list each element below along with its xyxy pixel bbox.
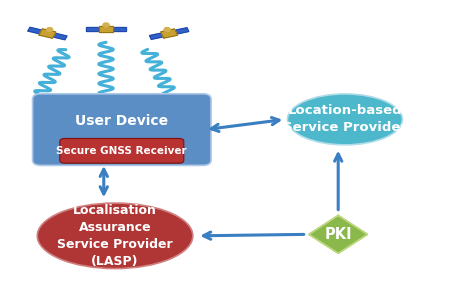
- Polygon shape: [160, 29, 177, 38]
- Polygon shape: [113, 27, 125, 31]
- Text: Location-based
Service Provider: Location-based Service Provider: [282, 104, 406, 135]
- Polygon shape: [28, 27, 41, 34]
- Circle shape: [103, 23, 109, 27]
- Text: PKI: PKI: [324, 227, 351, 242]
- Text: Secure GNSS Receiver: Secure GNSS Receiver: [56, 146, 187, 156]
- Polygon shape: [86, 27, 98, 31]
- Text: Localisation
Assurance
Service Provider
(LASP): Localisation Assurance Service Provider …: [57, 204, 173, 268]
- Circle shape: [46, 28, 53, 31]
- Ellipse shape: [37, 203, 192, 268]
- Polygon shape: [39, 29, 56, 38]
- Polygon shape: [149, 33, 162, 40]
- Circle shape: [164, 28, 170, 31]
- FancyBboxPatch shape: [33, 94, 211, 165]
- Text: User Device: User Device: [75, 114, 168, 128]
- Polygon shape: [175, 28, 189, 34]
- FancyBboxPatch shape: [60, 138, 184, 163]
- Polygon shape: [308, 215, 367, 253]
- Polygon shape: [99, 26, 113, 32]
- Ellipse shape: [287, 94, 402, 145]
- Polygon shape: [54, 33, 67, 40]
